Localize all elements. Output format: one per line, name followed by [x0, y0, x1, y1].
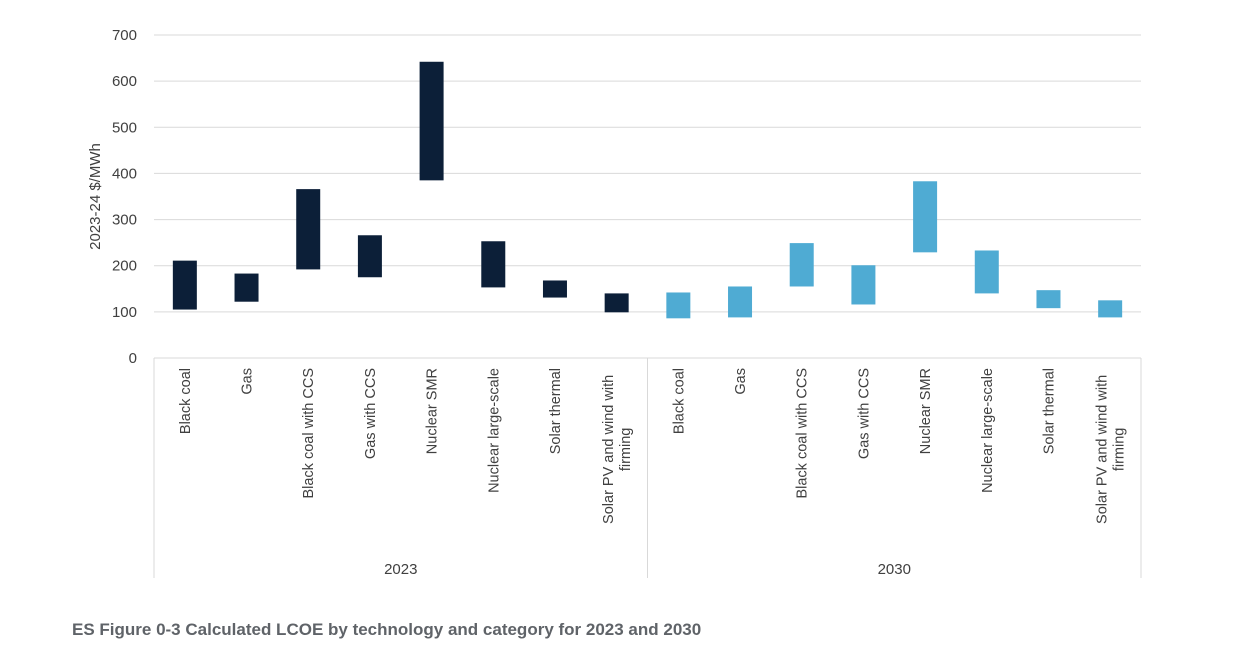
- bar-2023-gas-with-ccs: [357, 235, 382, 278]
- bar-2030-black-coal-with-ccs: [789, 243, 814, 287]
- category-label: Nuclear SMR: [918, 368, 934, 454]
- y-tick-label: 0: [129, 350, 137, 367]
- category-label: Black coal: [671, 368, 687, 434]
- category-label: Solar PV and wind withfirming: [601, 375, 634, 524]
- category-label: Solar thermal: [1041, 368, 1057, 454]
- bar-2030-nuclear-large-scale: [974, 250, 999, 294]
- category-label: Nuclear SMR: [425, 368, 441, 454]
- category-label: Solar PV and wind withfirming: [1095, 375, 1128, 524]
- category-label: Black coal with CCS: [301, 368, 317, 499]
- category-label: Gas: [733, 368, 749, 395]
- figure-caption: ES Figure 0-3 Calculated LCOE by technol…: [72, 620, 702, 639]
- y-tick-label: 500: [112, 119, 137, 136]
- bar-2023-nuclear-large-scale: [481, 241, 506, 288]
- bar-2023-solar-thermal: [542, 280, 567, 298]
- y-tick-label: 300: [112, 212, 137, 229]
- bar-2030-gas-with-ccs: [851, 265, 876, 305]
- category-label: Nuclear large-scale: [486, 368, 502, 493]
- bar-2023-solar-pv-and-wind-with-firming: [604, 293, 629, 313]
- group-label: 2023: [384, 561, 417, 578]
- category-label: Solar thermal: [548, 368, 564, 454]
- y-tick-label: 400: [112, 165, 137, 182]
- bar-2030-nuclear-smr: [913, 181, 938, 253]
- category-label: Black coal: [178, 368, 194, 434]
- y-tick-label: 100: [112, 304, 137, 321]
- y-axis-label: 2023-24 $/MWh: [87, 143, 104, 250]
- bar-2030-solar-thermal: [1036, 290, 1061, 309]
- category-label: Gas with CCS: [856, 368, 872, 459]
- bar-2023-nuclear-smr: [419, 61, 444, 181]
- bar-2030-solar-pv-and-wind-with-firming: [1098, 300, 1123, 318]
- bar-2023-black-coal-with-ccs: [296, 189, 321, 270]
- y-tick-label: 200: [112, 258, 137, 275]
- bar-2023-black-coal: [172, 260, 197, 310]
- lcoe-chart: 0 100 200 300 400 500 600 700 2023-24 $/MWh Black…: [87, 27, 1142, 578]
- bar-2030-black-coal: [666, 292, 691, 319]
- category-label: Nuclear large-scale: [980, 368, 996, 493]
- category-label: Gas: [240, 368, 256, 395]
- category-label: Black coal with CCS: [795, 368, 811, 499]
- y-tick-label: 700: [112, 27, 137, 44]
- category-label: Gas with CCS: [363, 368, 379, 459]
- bar-2023-gas: [234, 273, 259, 302]
- y-tick-label: 600: [112, 73, 137, 90]
- group-label: 2030: [878, 561, 911, 578]
- bar-2030-gas: [728, 286, 753, 318]
